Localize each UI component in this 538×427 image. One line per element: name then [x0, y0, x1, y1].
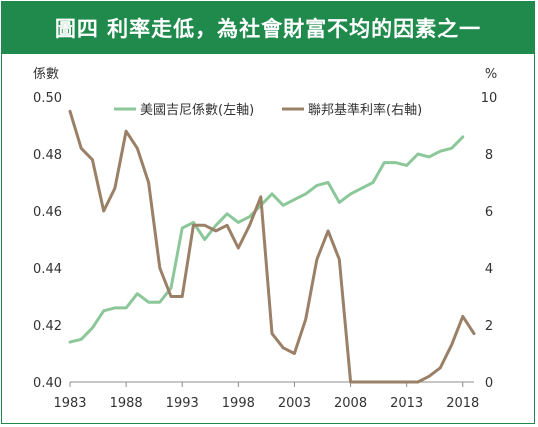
right-tick-label: 0: [485, 376, 493, 391]
chart-title: 圖四 利率走低，為社會財富不均的因素之一: [2, 2, 534, 54]
right-tick-label: 4: [485, 262, 493, 277]
series-lines: [68, 109, 476, 384]
right-tick-label: 10: [481, 91, 498, 106]
left-tick-label: 0.42: [33, 319, 62, 334]
x-tick-label: 1983: [53, 396, 86, 411]
right-tick-label: 2: [485, 319, 493, 334]
legend-label-rate: 聯邦基準利率(右軸): [308, 102, 422, 118]
x-axis-ticks: 1983 1988 1993 1998 2003 2008 2013 2018: [53, 382, 479, 411]
left-tick-label: 0.40: [33, 376, 62, 391]
gini-series-line: [68, 135, 465, 344]
right-axis-label: %: [485, 67, 497, 82]
legend-label-gini: 美國吉尼係數(左軸): [140, 103, 254, 118]
left-tick-label: 0.50: [33, 91, 62, 106]
left-axis-label: 係數: [33, 67, 59, 82]
x-tick-label: 2008: [334, 396, 367, 411]
x-tick-label: 1988: [110, 396, 143, 411]
right-tick-label: 6: [485, 205, 493, 220]
left-tick-label: 0.44: [33, 262, 62, 277]
left-tick-label: 0.46: [33, 205, 62, 220]
x-tick-label: 2013: [390, 396, 423, 411]
x-tick-label: 1998: [222, 396, 255, 411]
left-axis-ticks: 0.50 0.48 0.46 0.44 0.42 0.40: [33, 91, 62, 391]
left-tick-label: 0.48: [33, 148, 62, 163]
right-tick-label: 8: [485, 148, 493, 163]
x-tick-label: 2003: [278, 396, 311, 411]
legend: 美國吉尼係數(左軸) 聯邦基準利率(右軸): [114, 102, 422, 118]
right-axis-ticks: 10 8 6 4 2 0: [481, 91, 498, 391]
x-tick-label: 2018: [446, 396, 479, 411]
fed-rate-series-line: [68, 109, 476, 384]
x-tick-label: 1993: [166, 396, 199, 411]
